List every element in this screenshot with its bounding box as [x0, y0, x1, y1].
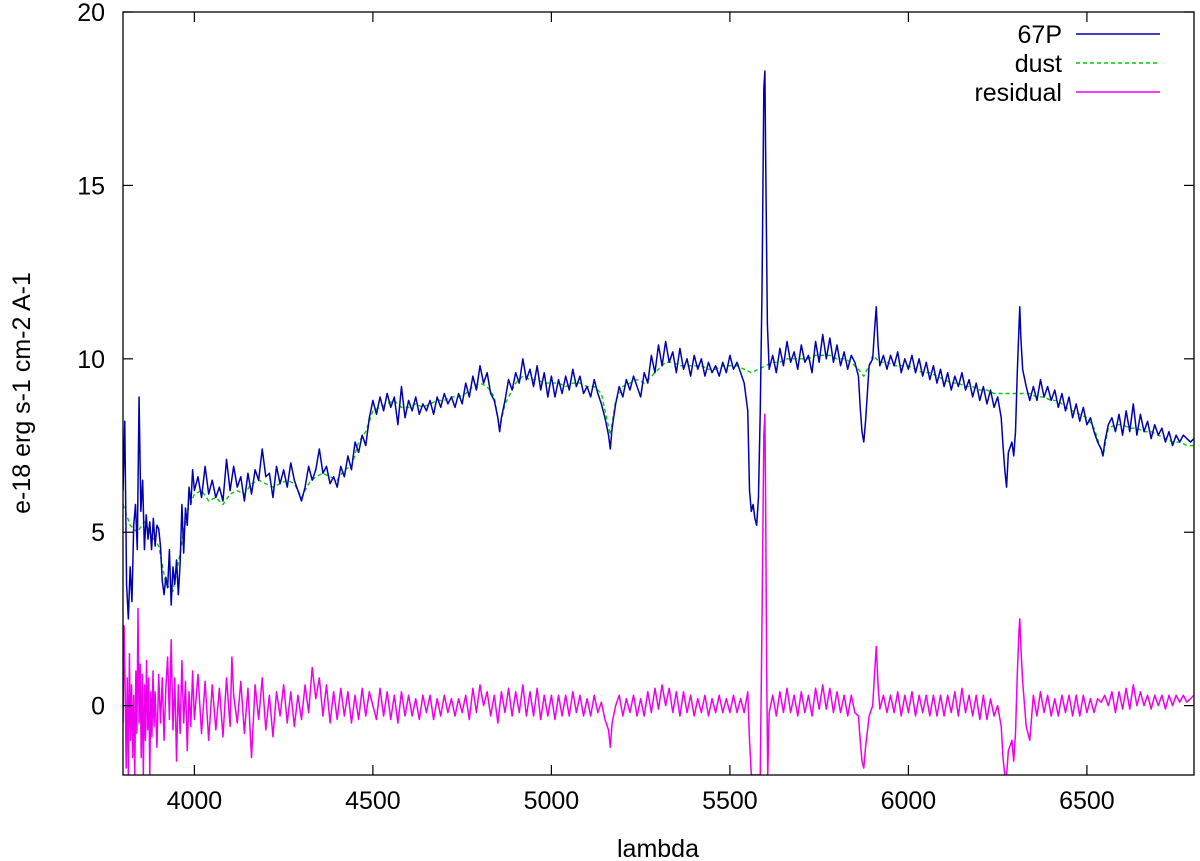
x-tick-label-3: 5500	[702, 787, 758, 815]
y-tick-label-3: 15	[77, 172, 105, 200]
y-tick-label-4: 20	[77, 0, 105, 27]
x-tick-label-2: 5000	[524, 787, 580, 815]
legend-label-residual: residual	[974, 79, 1062, 107]
plot-frame	[122, 11, 1195, 776]
x-tick-label-0: 4000	[167, 787, 223, 815]
series-line-67p	[123, 70, 1194, 620]
y-tick-label-1: 5	[91, 519, 105, 547]
y-axis-label: e-18 erg s-1 cm-2 A-1	[8, 272, 36, 514]
x-axis-label: lambda	[617, 835, 699, 861]
x-tick-label-5: 6500	[1059, 787, 1115, 815]
legend-label-dust: dust	[1015, 50, 1062, 78]
x-tick-label-1: 4500	[345, 787, 401, 815]
legend-label-67p: 67P	[1018, 21, 1062, 49]
ticks-layer: 4000 4500 5000 5500 6000 6500 0 5 10 15 20	[77, 0, 1194, 815]
y-tick-label-2: 10	[77, 346, 105, 374]
series-layer	[123, 70, 1194, 775]
x-tick-label-4: 6000	[881, 787, 937, 815]
y-tick-label-0: 0	[91, 693, 105, 721]
series-line-residual	[123, 413, 1194, 775]
